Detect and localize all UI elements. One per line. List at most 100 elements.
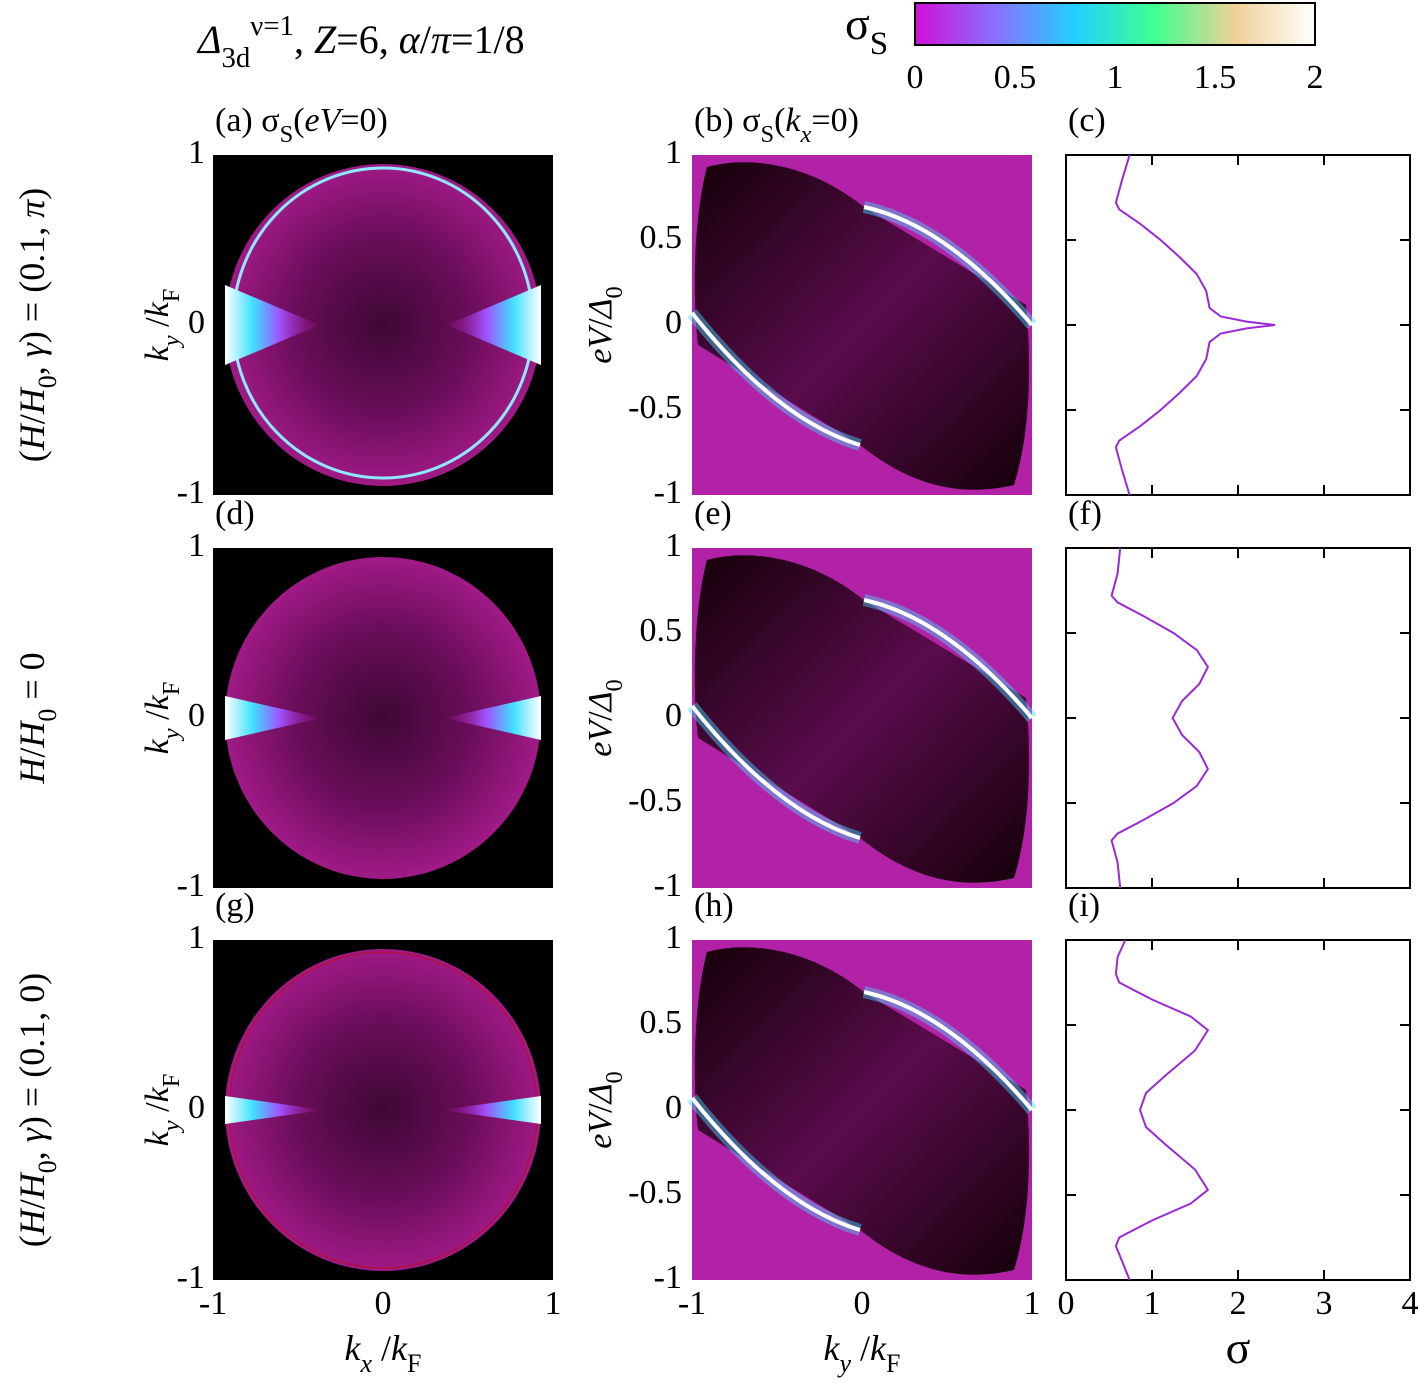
figure-title: Δ3dν=1, Z=6, α/π=1/8 [196, 10, 525, 74]
heatmap-streak [449, 285, 541, 365]
text-part: / [139, 317, 176, 336]
text-part: S [760, 121, 774, 148]
text-part: =1/8 [451, 17, 525, 62]
text-part: (g) [215, 887, 255, 924]
text-part: / [12, 748, 52, 758]
y-tick-label: -1 [177, 474, 205, 511]
heatmap [687, 155, 1037, 495]
y-tick-label: 1 [188, 919, 205, 956]
text-part: (b) σ [694, 102, 760, 139]
heatmap-streak [863, 598, 1034, 720]
text-part: eV [582, 324, 619, 364]
text-part: ) = (0.1, 0) [12, 973, 52, 1128]
line [1114, 154, 1276, 496]
text-part: / [12, 414, 52, 424]
y-tick-label: 0 [188, 304, 205, 341]
text-part: ( [293, 102, 304, 139]
text-part: / [582, 1103, 619, 1113]
x-tick-label: 0 [1058, 1285, 1075, 1322]
line [1114, 939, 1210, 1281]
text-part: eV [582, 717, 619, 757]
text-part: H [12, 720, 52, 749]
y-tick-label: -0.5 [628, 782, 682, 819]
plot-frame [1065, 547, 1411, 889]
text-part: σ [1226, 1322, 1251, 1373]
text-part: / [12, 1199, 52, 1209]
text-part: / [139, 710, 176, 729]
text-part: H [12, 422, 52, 451]
heatmap [687, 548, 1037, 888]
text-part: y [837, 1349, 852, 1378]
y-tick-label: 0.5 [640, 1004, 683, 1041]
y-tick-label: 1 [188, 527, 205, 564]
heatmap-disc [225, 557, 541, 879]
text-part: eV [582, 1109, 619, 1149]
text-part: F [158, 289, 185, 303]
text-part: =0) [340, 102, 388, 139]
text-part: 3d [221, 42, 250, 74]
colorbar [914, 2, 1316, 46]
heatmap-streak [690, 1096, 861, 1232]
text-part: Z [314, 17, 337, 62]
panel-title: (h) [694, 887, 734, 924]
heatmap-streak [863, 205, 1034, 327]
heatmap-region [694, 162, 1030, 490]
panel-title: (c) [1068, 102, 1106, 139]
plot-frame [1065, 939, 1411, 1281]
text-part: ) [12, 188, 52, 200]
text-part: k [139, 1086, 176, 1102]
colorbar-tick-label: 1.5 [1194, 59, 1237, 96]
heatmap-streak [225, 1096, 317, 1124]
panel-title: (e) [694, 495, 732, 532]
text-part: F [158, 682, 185, 696]
heatmap-disc [225, 164, 541, 486]
text-part: 0 [33, 1160, 62, 1173]
text-part: y [158, 335, 185, 349]
panel-title: (b) σS(kx=0) [694, 102, 859, 148]
heatmap-streak [225, 696, 317, 740]
text-part: Δ [196, 17, 221, 62]
text-part: 0 [33, 375, 62, 388]
text-part: F [407, 1349, 421, 1378]
x-tick-label: -1 [678, 1285, 706, 1322]
text-part: k [139, 1130, 176, 1146]
text-part: k [139, 694, 176, 710]
panel-title: (a) σS(eV=0) [215, 102, 388, 148]
text-part: x [360, 1349, 373, 1378]
heatmap [213, 155, 553, 495]
text-part: / [582, 318, 619, 328]
text-part: , [294, 17, 314, 62]
text-part: ( [12, 1235, 52, 1247]
y-axis-label: ky /kF [139, 682, 185, 755]
text-part: S [870, 25, 888, 62]
text-part: H [12, 1171, 52, 1200]
panel-title: (i) [1068, 887, 1100, 924]
heatmap-region [694, 947, 1030, 1275]
y-tick-label: 0 [188, 697, 205, 734]
heatmap [687, 940, 1037, 1280]
text-part: 0 [601, 679, 628, 691]
y-tick-label: -0.5 [628, 1174, 682, 1211]
text-part: H [12, 1207, 52, 1236]
text-part: / [139, 1102, 176, 1121]
text-part: eV [305, 102, 345, 139]
heatmap-streak [863, 990, 1034, 1112]
text-part: = 0 [12, 652, 52, 708]
text-part: (f) [1068, 495, 1102, 532]
row-label: (H/H0, γ) = (0.1, 0) [12, 973, 62, 1247]
text-part: k [139, 738, 176, 754]
heatmap-streak [449, 1096, 541, 1124]
heatmap-streak [449, 696, 541, 740]
text-part: 0 [33, 709, 62, 722]
y-tick-label: 0 [665, 1089, 682, 1126]
text-part: x [800, 121, 812, 148]
text-part: k [870, 1328, 887, 1368]
text-part: =0) [811, 102, 859, 139]
text-part: π [431, 17, 452, 62]
x-axis-label: ky /kF [824, 1328, 901, 1378]
text-part: k [391, 1328, 408, 1368]
y-tick-label: -1 [177, 867, 205, 904]
text-part: k [785, 102, 801, 139]
heatmap [213, 548, 553, 888]
y-tick-label: 1 [665, 527, 682, 564]
